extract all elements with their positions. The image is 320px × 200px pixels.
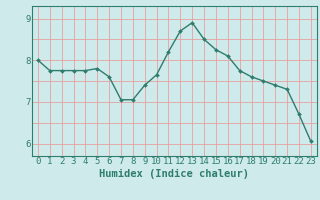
X-axis label: Humidex (Indice chaleur): Humidex (Indice chaleur) [100,169,249,179]
